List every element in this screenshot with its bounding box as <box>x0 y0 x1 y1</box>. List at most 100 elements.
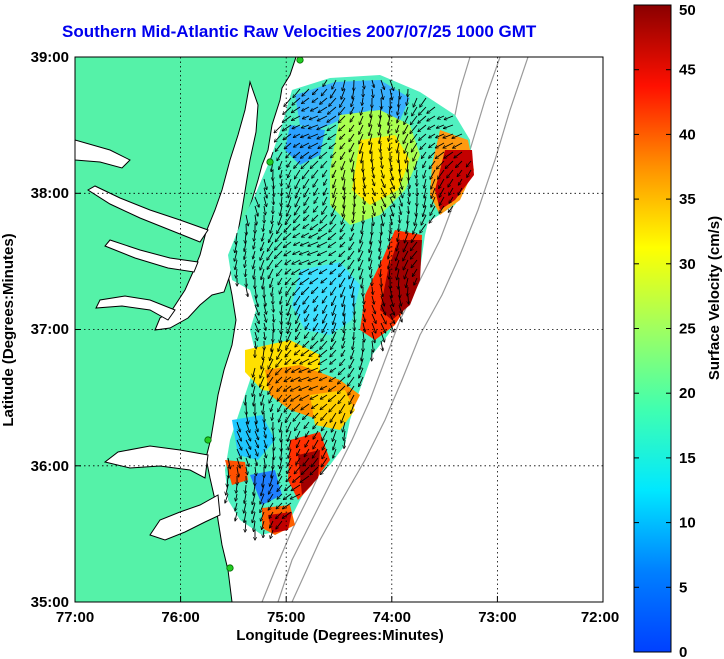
velocity-vector <box>398 205 401 215</box>
velocity-vector <box>350 151 355 162</box>
velocity-vector <box>427 115 436 121</box>
velocity-vector <box>406 151 409 163</box>
y-tick-label: 37:00 <box>31 321 69 338</box>
velocity-vector <box>275 250 283 258</box>
velocity-vector <box>246 403 247 415</box>
velocity-vector <box>380 106 381 118</box>
velocity-vector <box>330 214 337 224</box>
colorbar-label: Surface Velocity (cm/s) <box>706 216 723 380</box>
velocity-vector <box>317 133 328 139</box>
velocity-vector <box>264 430 266 438</box>
velocity-vector <box>260 367 265 378</box>
velocity-vector <box>283 241 292 248</box>
velocity-vector <box>389 142 390 151</box>
james-river <box>95 295 176 321</box>
velocity-vector <box>332 322 337 333</box>
velocity-vector <box>309 115 319 120</box>
velocity-vector <box>253 250 256 259</box>
velocity-vector <box>371 268 373 278</box>
velocity-vector <box>263 304 266 314</box>
velocity-vector <box>293 412 301 421</box>
velocity-vector <box>403 133 409 144</box>
velocity-vector <box>271 340 273 351</box>
radar-site-marker <box>204 436 212 444</box>
velocity-vector <box>388 124 390 133</box>
velocity-vector <box>328 232 337 240</box>
velocity-vector <box>245 484 246 493</box>
velocity-vector <box>360 142 364 153</box>
velocity-vector <box>410 133 418 143</box>
velocity-vector <box>304 214 310 221</box>
velocity-vector <box>295 187 301 198</box>
velocity-vector <box>342 169 346 180</box>
velocity-vector <box>396 133 400 143</box>
velocity-vector <box>275 259 283 267</box>
velocity-vector <box>313 430 319 439</box>
velocity-vector <box>413 97 418 107</box>
velocity-vector <box>431 178 436 189</box>
velocity-vector <box>284 223 292 232</box>
velocity-vector <box>281 304 282 314</box>
velocity-vector <box>349 142 355 152</box>
velocity-vector <box>416 205 417 216</box>
velocity-vector <box>327 124 337 131</box>
velocity-vector <box>273 439 274 450</box>
velocity-vector <box>329 250 337 256</box>
velocity-vector <box>270 277 274 287</box>
velocity-vector <box>411 250 418 259</box>
velocity-vector <box>261 511 265 521</box>
velocity-vector <box>283 493 292 500</box>
velocity-vector <box>304 205 310 213</box>
velocity-vector <box>276 367 283 375</box>
velocity-vector <box>276 142 283 151</box>
velocity-vector <box>245 439 251 449</box>
velocity-vector <box>323 79 328 86</box>
velocity-vector <box>300 250 310 255</box>
velocity-vector <box>304 304 310 313</box>
velocity-vector <box>408 169 409 180</box>
velocity-vector <box>295 340 301 347</box>
velocity-vector <box>299 385 310 390</box>
velocity-vector <box>303 412 310 419</box>
velocity-vector <box>285 484 292 491</box>
y-tick-label: 38:00 <box>31 185 69 202</box>
velocity-vector <box>339 403 346 413</box>
velocity-vector <box>389 187 395 198</box>
velocity-vector <box>341 349 346 356</box>
velocity-vector <box>331 340 337 349</box>
velocity-vector <box>318 250 328 255</box>
velocity-vector <box>331 205 337 216</box>
velocity-vector <box>288 196 292 207</box>
velocity-vector <box>288 178 292 188</box>
velocity-vector <box>299 367 310 372</box>
velocity-vector <box>388 115 390 125</box>
velocity-vector <box>309 349 319 356</box>
velocity-vector <box>292 115 301 120</box>
velocity-vector <box>263 475 265 487</box>
pamlico-sound <box>149 494 221 541</box>
velocity-vector <box>313 412 319 418</box>
velocity-vector <box>308 250 319 255</box>
velocity-vector <box>330 358 337 364</box>
velocity-vector <box>407 97 409 105</box>
velocity-vector <box>324 187 328 195</box>
velocity-vector <box>447 169 454 178</box>
velocity-vector <box>282 115 292 122</box>
velocity-vector <box>397 232 399 241</box>
velocity-vector <box>280 169 282 178</box>
velocity-vector <box>430 205 436 215</box>
velocity-vector <box>303 340 310 347</box>
velocity-vector <box>380 142 381 152</box>
velocity-vector <box>354 196 355 207</box>
velocity-vector <box>372 340 373 352</box>
velocity-vector <box>333 187 337 198</box>
velocity-vector <box>380 313 386 324</box>
velocity-vector <box>389 106 390 117</box>
velocity-vector <box>348 259 355 269</box>
velocity-vector <box>350 232 355 240</box>
velocity-vector <box>302 232 310 237</box>
velocity-vector <box>332 169 337 178</box>
velocity-vector <box>350 277 355 288</box>
velocity-vector <box>349 268 355 279</box>
velocity-vector <box>312 214 319 221</box>
